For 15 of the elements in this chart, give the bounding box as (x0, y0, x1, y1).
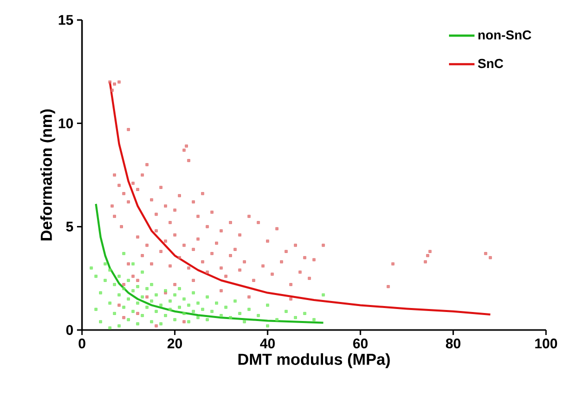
legend-label: non-SnC (478, 30, 532, 40)
x-tick-label: 20 (168, 338, 182, 348)
x-axis-title: DMT modulus (MPa) (238, 353, 390, 368)
y-tick-label: 0 (66, 325, 73, 335)
legend-label: SnC (478, 58, 504, 68)
y-tick-label: 15 (58, 15, 74, 25)
x-tick-label: 100 (535, 338, 558, 348)
x-tick-label: 40 (260, 338, 275, 348)
x-tick-label: 80 (446, 338, 460, 348)
y-tick-label: 5 (66, 222, 74, 232)
x-tick-label: 60 (353, 338, 368, 348)
x-tick-label: 0 (78, 338, 86, 348)
line-series (94, 202, 324, 324)
y-axis-title: Deformation (nm) (40, 109, 56, 240)
y-tick-label: 10 (58, 118, 73, 128)
